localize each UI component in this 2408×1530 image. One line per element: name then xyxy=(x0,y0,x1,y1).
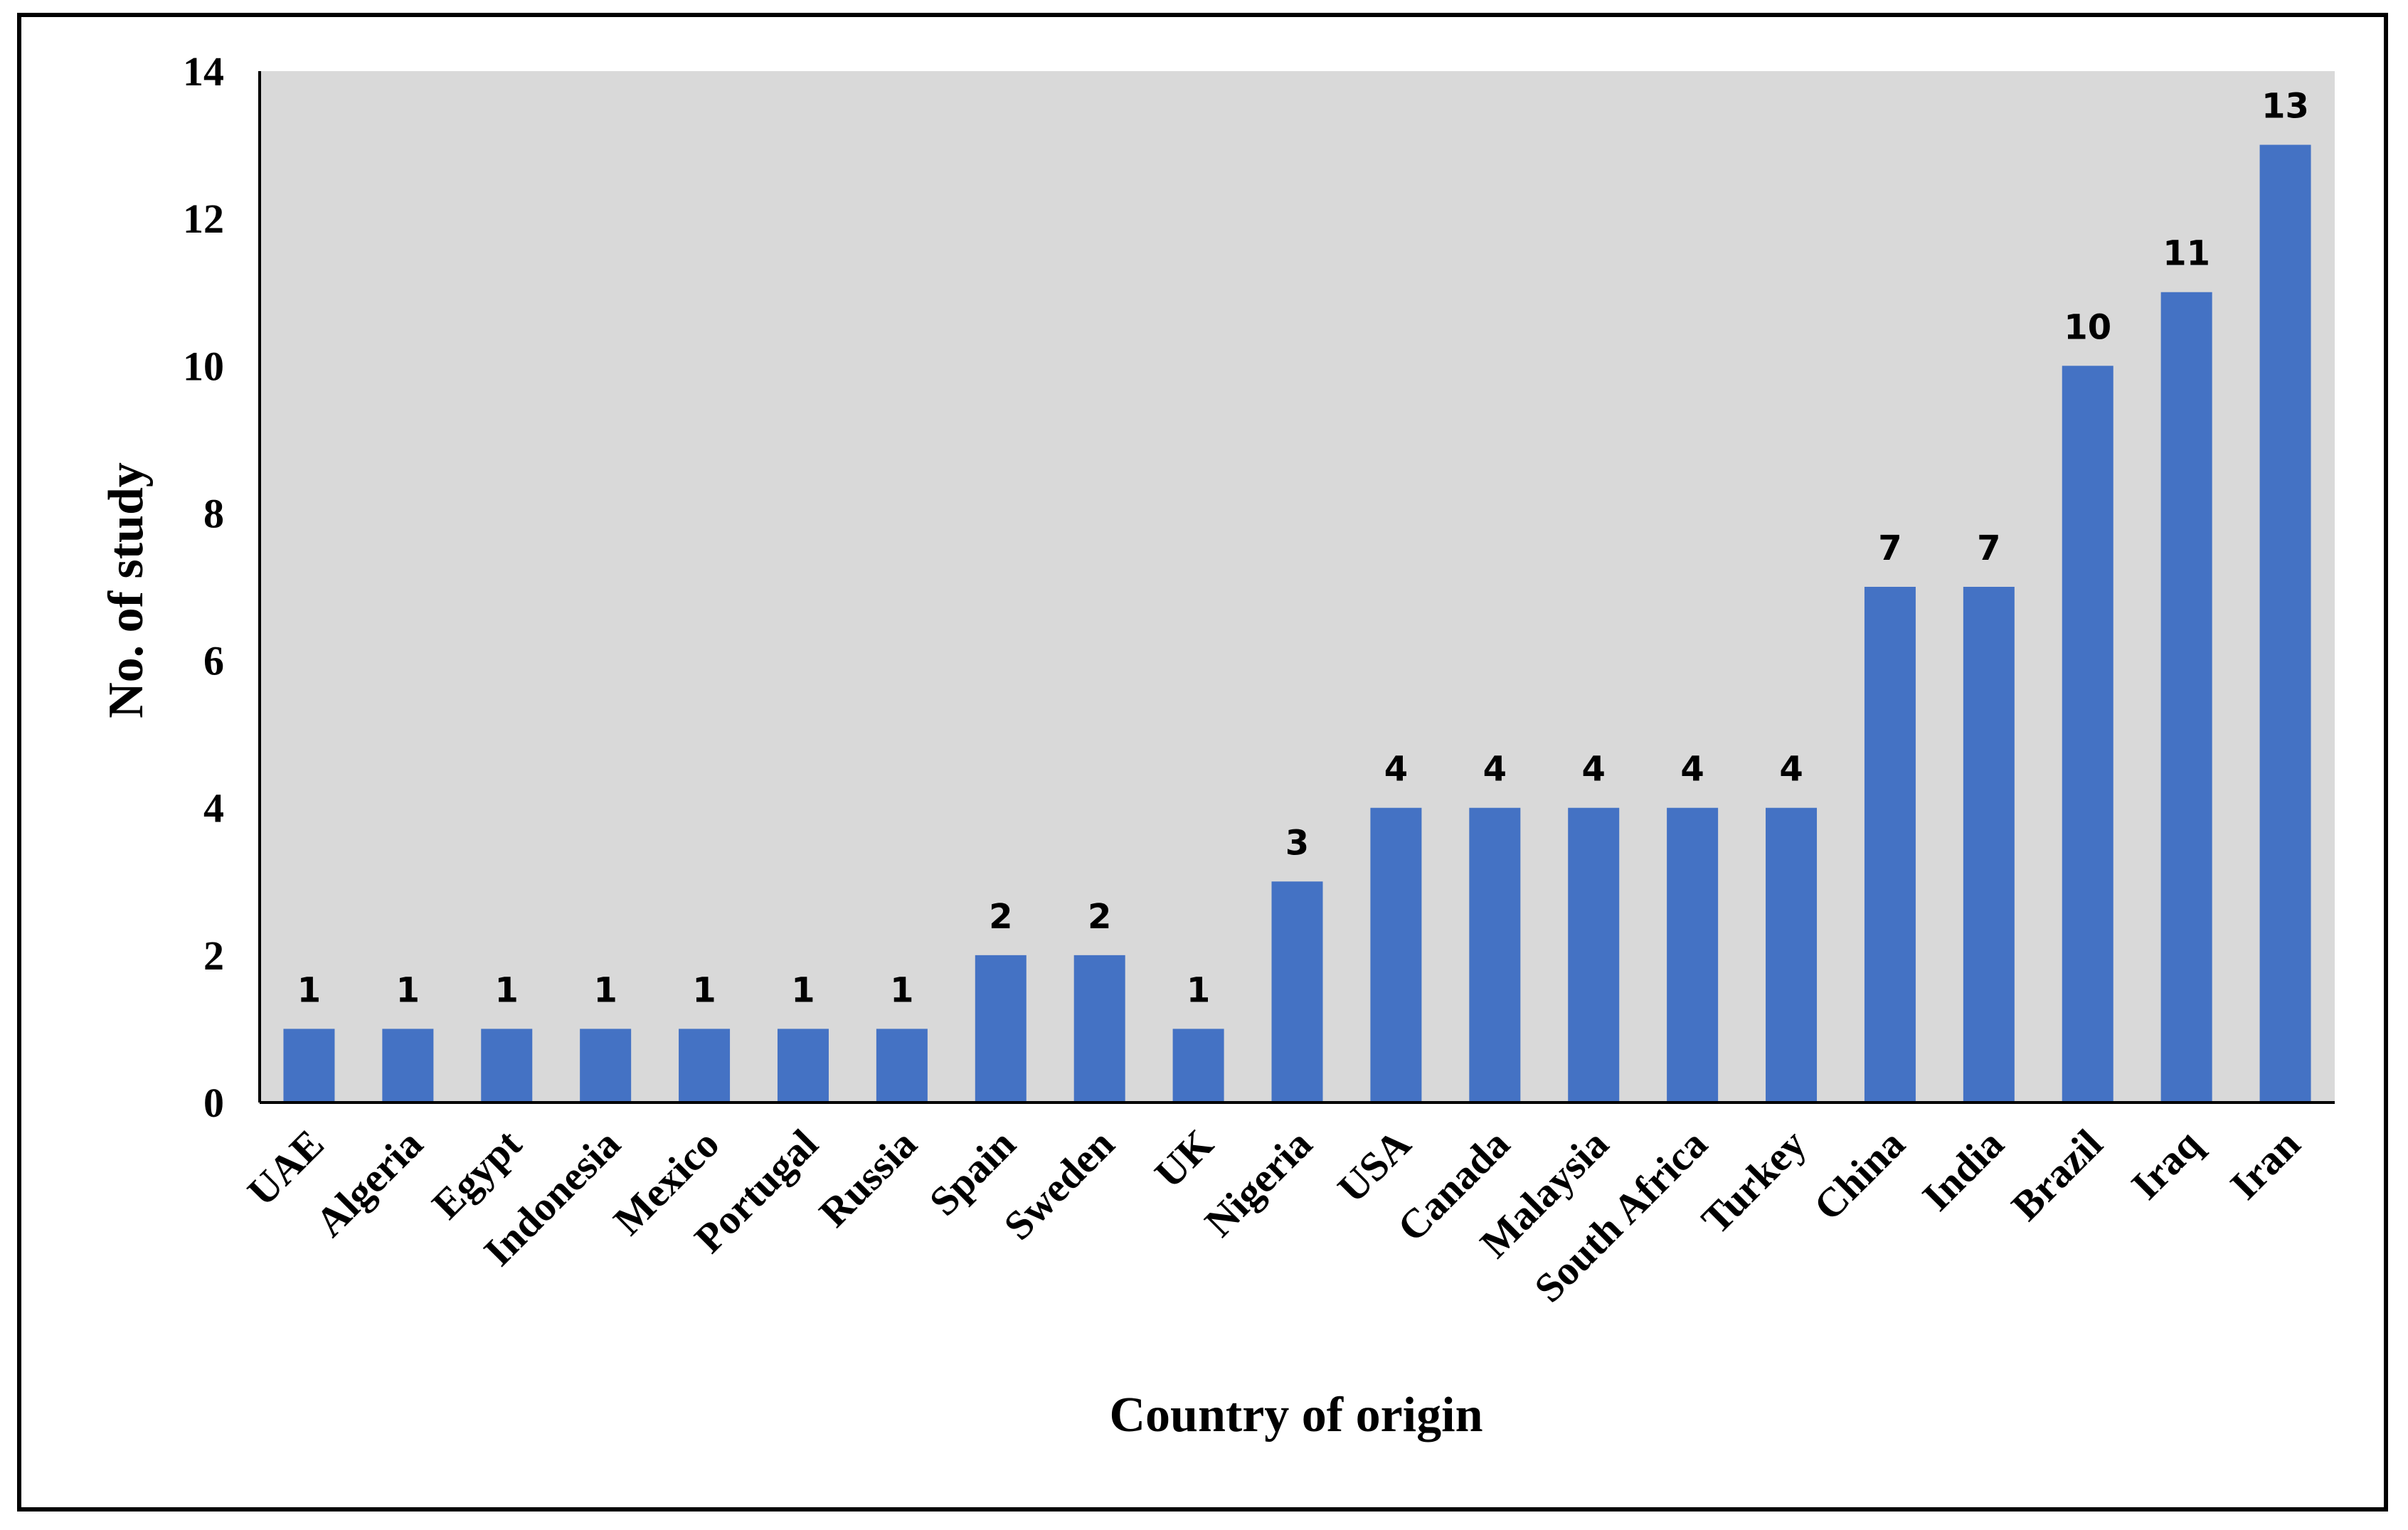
bar xyxy=(1370,807,1422,1103)
bar xyxy=(2062,366,2113,1103)
bar xyxy=(1667,807,1719,1103)
x-tick-label: India xyxy=(1914,1120,2012,1219)
y-tick-label: 8 xyxy=(203,490,224,536)
bar xyxy=(382,1029,434,1103)
data-label: 1 xyxy=(593,970,617,1010)
y-tick-label: 2 xyxy=(203,933,224,979)
x-axis-categories: UAEAlgeriaEgyptIndonesiaMexicoPortugalRu… xyxy=(238,1120,2309,1312)
data-label: 1 xyxy=(396,970,420,1010)
x-tick-label: China xyxy=(1805,1120,1914,1229)
bar xyxy=(1766,807,1818,1103)
x-tick-label: Algeria xyxy=(307,1120,432,1245)
y-tick-label: 12 xyxy=(183,196,224,242)
x-tick-label: Brazil xyxy=(2003,1120,2111,1229)
y-tick-label: 4 xyxy=(203,785,224,832)
bar xyxy=(1073,955,1125,1103)
y-tick-label: 14 xyxy=(183,48,224,95)
data-label: 1 xyxy=(890,970,913,1010)
data-label: 3 xyxy=(1285,823,1309,863)
x-tick-label: Russia xyxy=(810,1120,925,1236)
bar xyxy=(481,1029,533,1103)
bar xyxy=(1568,807,1620,1103)
bar xyxy=(777,1029,829,1103)
bar xyxy=(1864,587,1916,1103)
y-tick-label: 10 xyxy=(183,343,224,389)
y-tick-label: 0 xyxy=(203,1080,224,1126)
bar xyxy=(1271,881,1323,1103)
bars xyxy=(283,144,2311,1103)
bar xyxy=(1172,1029,1224,1103)
x-axis-title: Country of origin xyxy=(1110,1388,1483,1443)
data-label: 13 xyxy=(2261,87,2309,127)
y-axis-title: No. of study xyxy=(99,462,154,718)
data-label: 4 xyxy=(1384,750,1408,790)
data-label: 1 xyxy=(692,970,716,1010)
data-label: 7 xyxy=(1878,528,1902,568)
data-label: 7 xyxy=(1977,528,2000,568)
bar xyxy=(2160,292,2212,1103)
data-label: 4 xyxy=(1582,750,1606,790)
bar xyxy=(283,1029,335,1103)
x-tick-label: Turkey xyxy=(1692,1120,1815,1243)
data-label: 1 xyxy=(1187,970,1210,1010)
y-tick-label: 6 xyxy=(203,638,224,684)
bar xyxy=(1469,807,1521,1103)
x-tick-label: USA xyxy=(1329,1120,1420,1211)
data-label: 4 xyxy=(1779,750,1803,790)
bar xyxy=(2259,144,2311,1103)
bar xyxy=(876,1029,928,1103)
x-tick-label: Iraq xyxy=(2122,1120,2210,1208)
data-label: 1 xyxy=(297,970,321,1010)
data-label: 4 xyxy=(1680,750,1704,790)
data-label: 2 xyxy=(989,897,1012,937)
x-tick-label: Nigeria xyxy=(1196,1120,1321,1245)
x-tick-label: Sweden xyxy=(995,1120,1123,1248)
bar xyxy=(975,955,1027,1103)
y-axis-ticks: 0 2 4 6 8 10 12 14 xyxy=(183,48,224,1126)
data-label: 10 xyxy=(2064,307,2111,347)
bar xyxy=(1963,587,2015,1103)
bar xyxy=(580,1029,632,1103)
data-label: 1 xyxy=(495,970,519,1010)
data-label: 4 xyxy=(1483,750,1507,790)
data-label: 2 xyxy=(1088,897,1111,937)
x-tick-label: UK xyxy=(1145,1120,1221,1196)
data-label: 11 xyxy=(2163,234,2210,274)
data-label: 1 xyxy=(791,970,815,1010)
bar xyxy=(679,1029,731,1103)
x-tick-label: Iran xyxy=(2221,1120,2308,1208)
